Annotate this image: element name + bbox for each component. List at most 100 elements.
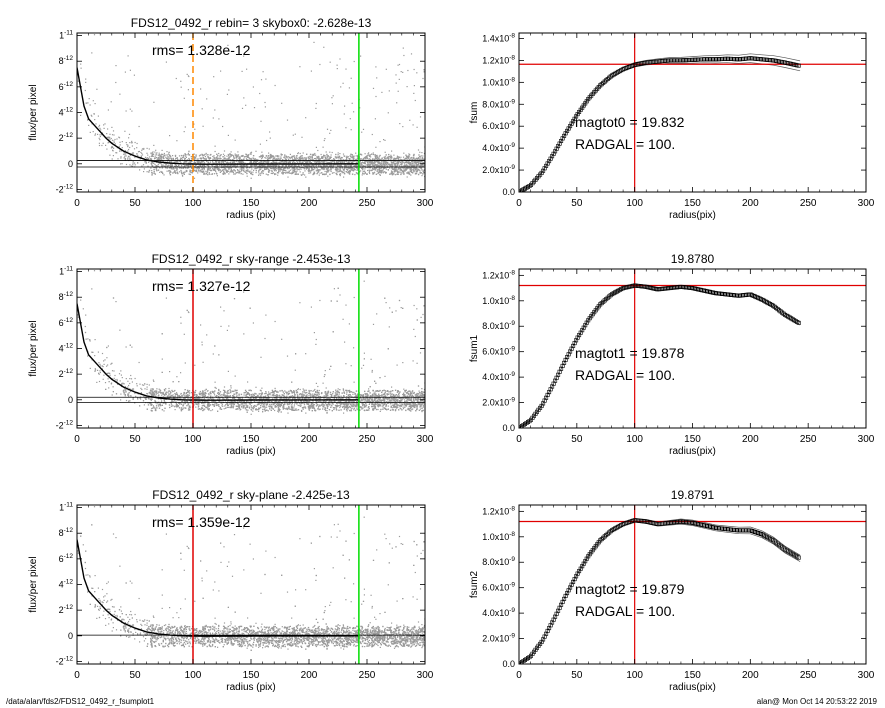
pixel-point bbox=[359, 107, 361, 109]
pixel-point bbox=[227, 164, 229, 166]
sky-point bbox=[400, 173, 402, 176]
pixel-point bbox=[268, 152, 270, 154]
x-tick-label: 250 bbox=[800, 198, 817, 209]
pixel-point bbox=[168, 161, 170, 163]
pixel-point bbox=[181, 159, 183, 161]
sky-point bbox=[263, 165, 266, 167]
sky-point bbox=[269, 153, 272, 156]
pixel-point bbox=[261, 157, 264, 159]
sky-point bbox=[293, 170, 296, 173]
pixel-point bbox=[334, 168, 336, 170]
pixel-point bbox=[117, 158, 119, 160]
pixel-point bbox=[384, 164, 386, 166]
sky-point bbox=[152, 153, 155, 155]
pixel-point bbox=[414, 158, 416, 160]
sky-point bbox=[415, 170, 418, 172]
pixel-point bbox=[156, 152, 158, 154]
pixel-point bbox=[370, 156, 372, 158]
sky-point bbox=[271, 162, 274, 164]
pixel-point bbox=[294, 369, 296, 371]
pixel-point bbox=[402, 406, 404, 408]
pixel-point bbox=[414, 99, 416, 102]
pixel-point bbox=[153, 101, 155, 103]
pixel-point bbox=[295, 171, 297, 173]
sky-point bbox=[167, 158, 170, 161]
pixel-point bbox=[289, 164, 291, 166]
pixel-point bbox=[339, 153, 341, 155]
pixel-point bbox=[225, 162, 228, 164]
sky-point bbox=[270, 155, 273, 157]
sky-point bbox=[337, 156, 339, 159]
pixel-point bbox=[312, 153, 314, 155]
pixel-point bbox=[382, 168, 385, 170]
pixel-point bbox=[300, 155, 302, 157]
pixel-point bbox=[311, 168, 313, 170]
sky-point bbox=[259, 164, 261, 167]
sky-point bbox=[379, 171, 381, 173]
pixel-point bbox=[324, 164, 326, 166]
pixel-point bbox=[223, 150, 226, 152]
pixel-point bbox=[360, 163, 362, 165]
pixel-point bbox=[205, 170, 207, 172]
pixel-point bbox=[131, 346, 133, 348]
pixel-point bbox=[161, 164, 163, 166]
tick-exponent: -11 bbox=[64, 30, 73, 37]
pixel-point bbox=[202, 157, 204, 159]
sky-point bbox=[148, 171, 150, 173]
pixel-point bbox=[245, 104, 247, 106]
sky-point bbox=[298, 157, 301, 159]
pixel-point bbox=[272, 168, 274, 170]
pixel-point bbox=[368, 171, 371, 173]
pixel-point bbox=[285, 161, 287, 163]
pixel-point bbox=[381, 157, 383, 159]
pixel-point bbox=[146, 157, 149, 159]
pixel-point bbox=[409, 159, 411, 161]
pixel-point bbox=[264, 164, 266, 166]
pixel-point bbox=[258, 156, 260, 158]
tick-mantissa: 2 bbox=[59, 133, 64, 143]
pixel-point bbox=[232, 159, 234, 161]
pixel-point bbox=[357, 161, 359, 163]
y-axis-label: fsum bbox=[469, 102, 480, 124]
pixel-point bbox=[337, 162, 339, 164]
pixel-point bbox=[258, 410, 260, 412]
pixel-point bbox=[193, 168, 195, 170]
pixel-point bbox=[151, 152, 153, 154]
pixel-point bbox=[281, 154, 283, 156]
sky-point bbox=[390, 155, 393, 158]
pixel-point bbox=[246, 164, 248, 166]
sky-point bbox=[154, 157, 156, 159]
pixel-point bbox=[360, 55, 362, 57]
pixel-point bbox=[276, 162, 278, 164]
pixel-point bbox=[419, 160, 421, 163]
sky-point bbox=[380, 164, 383, 167]
tick-exponent: -12 bbox=[64, 107, 74, 114]
tick-exponent: -12 bbox=[64, 55, 74, 62]
pixel-point bbox=[100, 365, 102, 367]
pixel-point bbox=[350, 404, 352, 406]
pixel-point bbox=[407, 161, 409, 164]
pixel-point bbox=[124, 71, 126, 73]
pixel-point bbox=[161, 167, 163, 169]
sky-point bbox=[380, 169, 382, 172]
pixel-point bbox=[393, 154, 395, 156]
pixel-point bbox=[364, 165, 366, 168]
pixel-point bbox=[258, 167, 260, 169]
pixel-point bbox=[326, 170, 328, 172]
pixel-point bbox=[169, 371, 171, 373]
sky-point bbox=[166, 157, 169, 160]
pixel-point bbox=[374, 161, 376, 163]
sky-point bbox=[252, 155, 255, 157]
pixel-point bbox=[134, 377, 136, 380]
pixel-point bbox=[275, 170, 277, 172]
sky-point bbox=[233, 173, 235, 175]
pixel-point bbox=[198, 169, 200, 171]
pixel-point bbox=[193, 161, 195, 163]
pixel-point bbox=[157, 154, 159, 156]
pixel-point bbox=[223, 160, 225, 163]
pixel-point bbox=[252, 157, 254, 159]
pixel-point bbox=[106, 148, 108, 150]
pixel-point bbox=[324, 170, 326, 173]
pixel-point bbox=[403, 172, 405, 174]
pixel-point bbox=[206, 160, 208, 163]
